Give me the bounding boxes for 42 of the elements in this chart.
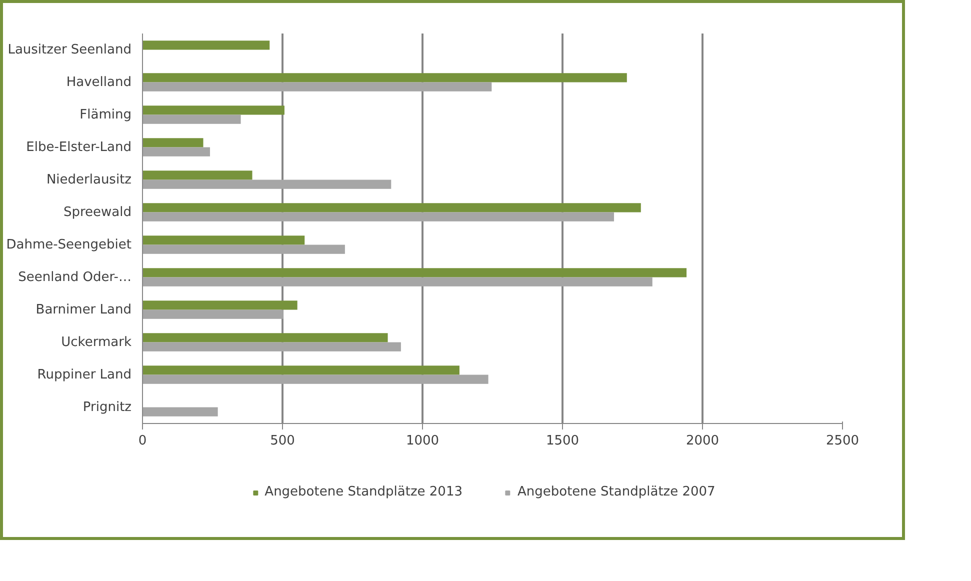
y-tick-label: Barnimer Land [36,302,132,318]
y-tick-label: Ruppiner Land [37,367,132,382]
legend-label: Angebotene Standplätze 2007 [518,484,716,500]
bar [142,138,204,148]
bar [142,310,284,319]
x-tick-label: 0 [138,434,147,448]
x-tick-label: 1000 [406,434,440,448]
x-tick-label: 1500 [546,434,580,448]
bar [142,268,687,278]
y-tick-label: Lausitzer Seenland [8,42,132,58]
bar [142,180,392,189]
y-tick-label: Niederlausitz [46,172,132,188]
bar [142,203,641,212]
x-tick-label: 2000 [686,434,720,448]
bar [142,114,241,124]
y-tick-label: Dahme-Seengebiet [6,237,132,252]
bar [142,333,388,342]
bar [142,147,210,156]
y-tick-label: Fläming [80,107,132,122]
y-tick-label: Prignitz [82,400,132,415]
y-tick-label: Havelland [66,74,132,90]
x-tick-label: 500 [270,434,295,448]
y-tick-label: Uckermark [61,334,132,350]
bar [142,106,284,115]
bar [142,407,218,416]
x-tick-label: 2500 [826,434,860,448]
bar [142,300,298,310]
bar [142,342,401,352]
bar [142,244,345,254]
bar [142,82,492,92]
bar [142,236,305,245]
y-tick-label: Spreewald [63,204,132,220]
bar [142,366,460,375]
y-tick-label: Seenland Oder-… [18,270,132,285]
bar [142,73,627,82]
bar [142,277,652,286]
legend-label: Angebotene Standplätze 2013 [264,484,462,500]
bar [142,374,488,384]
bar [142,212,614,222]
bar [142,170,252,180]
bar [142,40,270,50]
y-tick-label: Elbe-Elster-Land [26,140,132,155]
